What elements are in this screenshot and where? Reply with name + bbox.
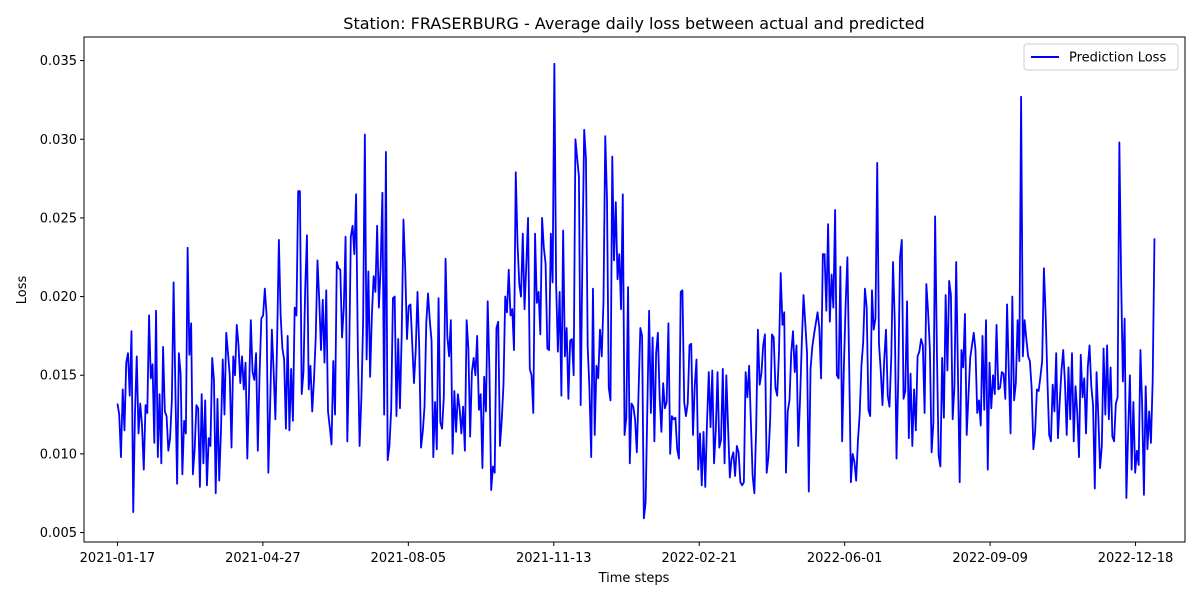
x-tick-label: 2021-01-17 bbox=[80, 551, 156, 566]
y-tick-label: 0.010 bbox=[40, 447, 77, 462]
y-tick-label: 0.035 bbox=[40, 54, 77, 69]
legend: Prediction Loss bbox=[1023, 43, 1179, 71]
legend-box bbox=[1023, 43, 1179, 71]
x-tick-label: 2022-09-09 bbox=[952, 551, 1028, 566]
x-tick-label: 2022-02-21 bbox=[661, 551, 737, 566]
plot-area bbox=[116, 62, 1156, 520]
x-tick-label: 2021-11-13 bbox=[516, 551, 592, 566]
x-tick-label: 2022-06-01 bbox=[807, 551, 883, 566]
y-tick-label: 0.025 bbox=[40, 211, 77, 226]
axes-frame bbox=[83, 36, 1186, 543]
x-axis-label: Time steps bbox=[598, 571, 670, 586]
series-line-prediction-loss bbox=[116, 62, 1156, 520]
legend-label-prediction-loss: Prediction Loss bbox=[1069, 51, 1166, 66]
y-tick-label: 0.030 bbox=[40, 133, 77, 148]
x-tick-label: 2022-12-18 bbox=[1098, 551, 1174, 566]
y-axis-label: Loss bbox=[15, 276, 30, 305]
y-tick-label: 0.005 bbox=[40, 526, 77, 541]
x-tick-label: 2021-04-27 bbox=[225, 551, 301, 566]
axes: 0.005 0.010 0.015 0.020 0.025 0.030 0.035 2021-… bbox=[40, 54, 1174, 566]
chart-title: Station: FRASERBURG - Average daily loss… bbox=[343, 14, 924, 33]
x-tick-label: 2021-08-05 bbox=[371, 551, 447, 566]
y-tick-label: 0.020 bbox=[40, 290, 77, 305]
y-tick-label: 0.015 bbox=[40, 369, 77, 384]
